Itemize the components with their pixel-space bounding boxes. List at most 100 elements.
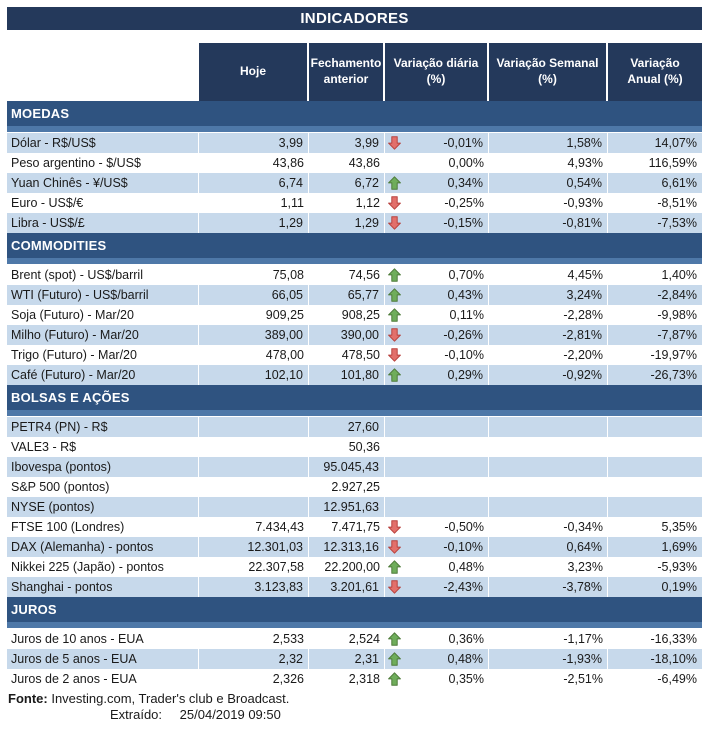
weekly-variation-value: -3,78% [489, 577, 608, 597]
weekly-variation-value: -1,17% [563, 632, 603, 646]
hoje-value: 1,11 [280, 196, 304, 210]
hoje-value: 389,00 [199, 325, 309, 345]
weekly-variation-value: -2,20% [563, 348, 603, 362]
column-header-empty [7, 43, 199, 101]
row-label: Yuan Chinês - ¥/US$ [7, 173, 199, 193]
fechamento-anterior-value: 12.951,63 [309, 497, 385, 517]
column-header-label: Hoje [239, 64, 266, 79]
table-row: S&P 500 (pontos) 2.927,25 [7, 477, 702, 497]
hoje-value: 6,74 [199, 173, 309, 193]
daily-variation-cell: 0,48% [385, 557, 489, 577]
section-header: BOLSAS E AÇÕES [7, 385, 702, 417]
table-row: PETR4 (PN) - R$ 27,60 [7, 417, 702, 437]
column-header-hoje: Hoje [199, 43, 309, 101]
hoje-value: 22.307,58 [248, 560, 304, 574]
source-text: Investing.com, Trader's club e Broadcast… [51, 691, 290, 706]
annual-variation-value: 116,59% [648, 156, 697, 170]
table-row: Peso argentino - $/US$ 43,86 43,86 0,00% 4,9… [7, 153, 702, 173]
column-header-label: anterior [323, 72, 369, 86]
table-row: VALE3 - R$ 50,36 [7, 437, 702, 457]
row-label: Juros de 2 anos - EUA [11, 672, 137, 686]
annual-variation-value: -2,84% [657, 288, 697, 302]
annual-variation-value: -19,97% [650, 348, 697, 362]
column-header-label: Fechamento [310, 56, 382, 71]
fechamento-anterior-value: 50,36 [348, 440, 380, 454]
daily-variation-cell: 0,29% [385, 365, 489, 385]
column-header-label: Anual (%) [627, 72, 683, 86]
annual-variation-value [608, 437, 702, 457]
weekly-variation-value: -0,81% [489, 213, 608, 233]
hoje-value [199, 457, 309, 477]
trend-down-icon [388, 348, 404, 362]
daily-variation-value: -0,26% [443, 328, 483, 342]
hoje-value: 3,99 [199, 133, 309, 153]
weekly-variation-value: -0,92% [489, 365, 608, 385]
daily-variation-cell: -0,15% [385, 213, 489, 233]
weekly-variation-value: 0,54% [489, 173, 608, 193]
row-label: Ibovespa (pontos) [7, 457, 199, 477]
annual-variation-value: 5,35% [661, 520, 697, 534]
fechamento-anterior-value: 1,12 [355, 196, 380, 210]
table-row: Dólar - R$/US$ 3,99 3,99 -0,01% 1,58% 14,07% [7, 133, 702, 153]
row-label: Soja (Futuro) - Mar/20 [11, 308, 134, 322]
hoje-value: 3.123,83 [199, 577, 309, 597]
hoje-value: 12.301,03 [199, 537, 309, 557]
section-title: COMMODITIES [7, 233, 702, 258]
table-row: Yuan Chinês - ¥/US$ 6,74 6,72 0,34% 0,54% 6,6… [7, 173, 702, 193]
section-title: JUROS [7, 597, 702, 622]
section-header-accent [7, 622, 702, 629]
section-header-accent [7, 126, 702, 133]
fechamento-anterior-value: 3.201,61 [309, 577, 385, 597]
weekly-variation-value [489, 417, 608, 437]
annual-variation-value: -7,87% [657, 328, 697, 342]
annual-variation-value: 1,69% [661, 540, 697, 554]
weekly-variation-value: -0,34% [563, 520, 603, 534]
trend-up-icon [388, 288, 404, 302]
weekly-variation-value: 3,24% [489, 285, 608, 305]
table-row: Euro - US$/€ 1,11 1,12 -0,25% -0,93% -8,51% [7, 193, 702, 213]
table-row: Libra - US$/£ 1,29 1,29 -0,15% -0,81% -7,53% [7, 213, 702, 233]
hoje-value: 1,29 [199, 213, 309, 233]
annual-variation-value: -18,10% [650, 652, 697, 666]
hoje-value: 2,32 [199, 649, 309, 669]
trend-down-icon [388, 540, 404, 554]
weekly-variation-value: 4,93% [567, 156, 603, 170]
trend-up-icon [388, 176, 404, 190]
fechamento-anterior-value: 1,29 [309, 213, 385, 233]
annual-variation-value [608, 477, 702, 497]
annual-variation-value [608, 497, 702, 517]
fechamento-anterior-value: 22.200,00 [324, 560, 380, 574]
column-header-variacao-semanal: Variação Semanal (%) [489, 43, 608, 101]
table-row: Café (Futuro) - Mar/20 102,10 101,80 0,29% -… [7, 365, 702, 385]
extraction-datetime: 25/04/2019 09:50 [179, 707, 281, 722]
fechamento-anterior-value: 74,56 [348, 268, 380, 282]
row-label: WTI (Futuro) - US$/barril [7, 285, 199, 305]
hoje-value [199, 437, 309, 457]
trend-up-icon [388, 672, 404, 686]
weekly-variation-value: 4,45% [567, 268, 603, 282]
hoje-value: 478,00 [265, 348, 304, 362]
fechamento-anterior-value: 2,318 [348, 672, 380, 686]
daily-variation-value: 0,48% [447, 652, 483, 666]
hoje-value [199, 497, 309, 517]
trend-down-icon [388, 216, 404, 230]
hoje-value: 66,05 [199, 285, 309, 305]
row-label: Café (Futuro) - Mar/20 [7, 365, 199, 385]
table-row: DAX (Alemanha) - pontos 12.301,03 12.313,1… [7, 537, 702, 557]
annual-variation-value: -16,33% [650, 632, 697, 646]
daily-variation-cell [385, 417, 489, 437]
extraction-timestamp: Extraído: 25/04/2019 09:50 [7, 707, 702, 723]
indicators-table: MOEDAS Dólar - R$/US$ 3,99 3,99 -0,01% 1,58% 1… [7, 101, 702, 689]
annual-variation-value: -7,53% [657, 216, 697, 230]
hoje-value: 2,326 [272, 672, 304, 686]
section-title: BOLSAS E AÇÕES [7, 385, 702, 410]
hoje-value: 7.434,43 [255, 520, 304, 534]
table-row: Shanghai - pontos 3.123,83 3.201,61 -2,43% -… [7, 577, 702, 597]
fechamento-anterior-value: 478,50 [341, 348, 380, 362]
weekly-variation-value [489, 497, 608, 517]
weekly-variation-value: -0,93% [563, 196, 603, 210]
trend-down-icon [388, 328, 404, 342]
column-header-fechamento-anterior: Fechamento anterior [309, 43, 385, 101]
hoje-value [199, 417, 309, 437]
fechamento-anterior-value: 2.927,25 [331, 480, 380, 494]
